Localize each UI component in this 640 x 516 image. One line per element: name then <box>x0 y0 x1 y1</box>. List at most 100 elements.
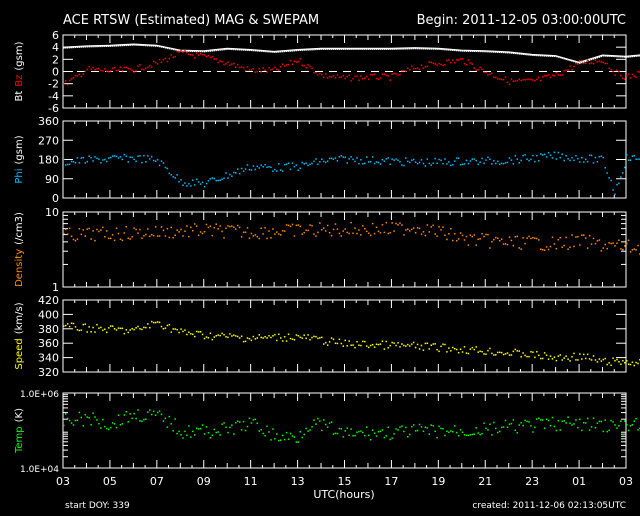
data-point-Bt <box>426 48 429 50</box>
data-point-Temp <box>336 432 339 435</box>
x-axis-label: UTC(hours) <box>313 488 374 501</box>
data-point-Temp <box>555 429 558 432</box>
data-point-Phi <box>510 159 513 161</box>
data-point-Bt <box>618 55 620 58</box>
data-point-Phi <box>526 158 528 161</box>
data-point-Bz <box>256 70 259 73</box>
data-point-Temp <box>74 419 77 422</box>
data-point-Speed <box>94 331 96 333</box>
data-point-Bz <box>178 51 180 53</box>
data-point-Temp <box>471 433 474 436</box>
begin-time: Begin: 2011-12-05 03:00:00UTC <box>417 13 626 28</box>
data-point-Temp <box>217 431 219 433</box>
data-point-Phi <box>592 162 595 164</box>
data-point-Temp <box>143 418 145 421</box>
data-point-Phi <box>231 175 233 177</box>
y-tick-label: 0 <box>52 192 59 205</box>
data-point-Bz <box>455 59 458 61</box>
data-point-Density <box>604 243 606 246</box>
data-point-Temp <box>276 433 278 435</box>
data-point-Bt <box>119 44 122 47</box>
data-point-Temp <box>129 413 131 415</box>
data-point-Density <box>493 238 495 241</box>
data-point-Density <box>174 234 176 236</box>
data-point-Phi <box>90 156 92 159</box>
data-point-Bz <box>627 73 630 75</box>
data-point-Temp <box>600 420 603 423</box>
data-point-Phi <box>78 162 81 164</box>
data-point-Temp <box>133 412 135 415</box>
data-point-Bt <box>409 47 411 50</box>
data-point-Bz <box>119 66 122 69</box>
data-point-Bz <box>461 58 464 60</box>
data-point-Bt <box>496 51 499 53</box>
data-point-Bt <box>279 50 282 53</box>
data-point-Density <box>409 230 411 232</box>
data-point-Bt <box>209 50 212 52</box>
data-point-Density <box>252 235 255 237</box>
data-point-Density <box>461 234 464 237</box>
data-point-Temp <box>430 424 433 426</box>
data-point-Bz <box>635 76 637 78</box>
data-point-Speed <box>321 336 323 339</box>
data-point-Speed <box>500 351 503 354</box>
data-point-Phi <box>117 157 120 159</box>
data-point-Bt <box>395 48 397 50</box>
data-point-Bz <box>391 73 393 75</box>
data-point-Bt <box>96 45 98 48</box>
data-point-Phi <box>579 161 581 163</box>
data-point-Density <box>502 243 505 245</box>
data-point-Density <box>598 239 601 241</box>
data-point-Speed <box>184 329 186 331</box>
data-point-Bz <box>571 68 573 71</box>
data-point-Speed <box>221 332 223 335</box>
data-point-Phi <box>469 160 472 162</box>
data-point-Speed <box>154 321 157 324</box>
data-point-Bt <box>637 55 639 57</box>
data-point-Density <box>551 236 554 239</box>
data-point-Bz <box>63 83 65 85</box>
data-point-Phi <box>479 161 481 163</box>
data-point-Speed <box>438 350 440 353</box>
data-point-Density <box>475 244 477 246</box>
data-point-Phi <box>278 163 280 165</box>
data-point-Temp <box>350 428 352 430</box>
data-point-Bt <box>127 44 130 46</box>
data-point-Phi <box>555 158 558 160</box>
data-point-Phi <box>98 158 100 160</box>
data-point-Phi <box>229 173 231 176</box>
x-tick-label: 05 <box>103 475 117 488</box>
data-point-Temp <box>362 431 364 434</box>
data-point-Temp <box>455 431 458 434</box>
data-point-Bt <box>289 50 292 52</box>
data-point-Bt <box>117 44 120 47</box>
data-point-Temp <box>559 429 562 431</box>
data-point-Phi <box>293 165 296 168</box>
data-point-Bt <box>129 44 131 46</box>
data-point-Bz <box>489 73 491 75</box>
data-point-Bt <box>512 52 515 54</box>
data-point-Density <box>170 226 173 229</box>
data-point-Bt <box>608 55 610 57</box>
data-point-Density <box>289 225 292 228</box>
data-point-Bz <box>422 67 425 70</box>
data-point-Speed <box>178 331 180 334</box>
data-point-Phi <box>444 158 446 160</box>
data-point-Temp <box>358 430 360 433</box>
data-point-Phi <box>407 160 409 163</box>
data-point-Speed <box>416 343 419 346</box>
data-point-Phi <box>295 164 298 166</box>
data-point-Speed <box>160 325 163 328</box>
data-point-Speed <box>536 350 538 353</box>
data-point-Density <box>594 242 597 245</box>
data-point-Phi <box>504 162 507 164</box>
data-point-Bz <box>281 63 284 65</box>
data-point-Temp <box>324 423 327 426</box>
data-point-Bt <box>246 49 249 51</box>
data-point-Speed <box>109 325 112 327</box>
y-axis-label-speed: Speed(km/s) <box>14 302 25 369</box>
data-point-Bz <box>407 67 409 69</box>
data-point-Phi <box>252 165 255 167</box>
data-point-Density <box>178 231 180 233</box>
data-point-Bt <box>123 44 126 47</box>
